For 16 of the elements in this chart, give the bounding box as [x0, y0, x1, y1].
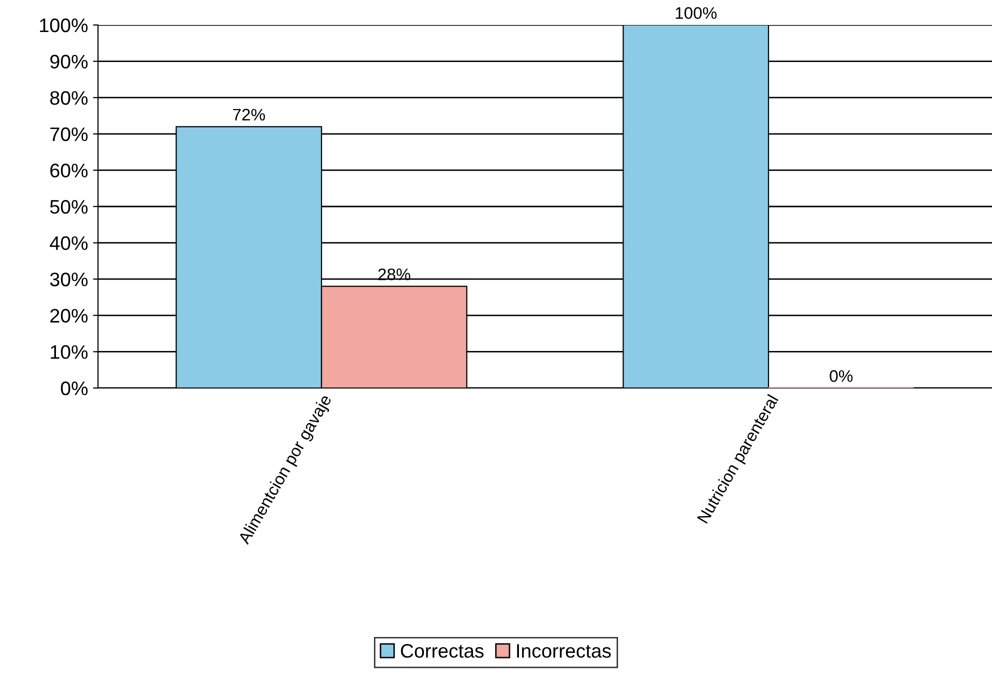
legend-label: Correctas: [400, 644, 484, 658]
y-tick-label: 80%: [50, 91, 88, 105]
y-tick-label: 60%: [50, 164, 88, 178]
y-tick-label: 10%: [50, 345, 88, 359]
data-label: 0%: [830, 370, 853, 382]
y-tick-label: 20%: [50, 308, 88, 323]
legend-label: Incorrectas: [517, 644, 611, 658]
y-tick-label: 40%: [50, 236, 88, 250]
y-tick-label: 30%: [50, 272, 88, 286]
data-label: 72%: [233, 108, 265, 121]
data-label: 100%: [676, 7, 717, 19]
y-tick-label: 0%: [60, 381, 88, 396]
y-tick-label: 50%: [50, 200, 88, 214]
y-tick-label: 100%: [40, 18, 88, 32]
y-tick-label: 70%: [50, 127, 88, 142]
y-tick-label: 90%: [50, 54, 88, 69]
